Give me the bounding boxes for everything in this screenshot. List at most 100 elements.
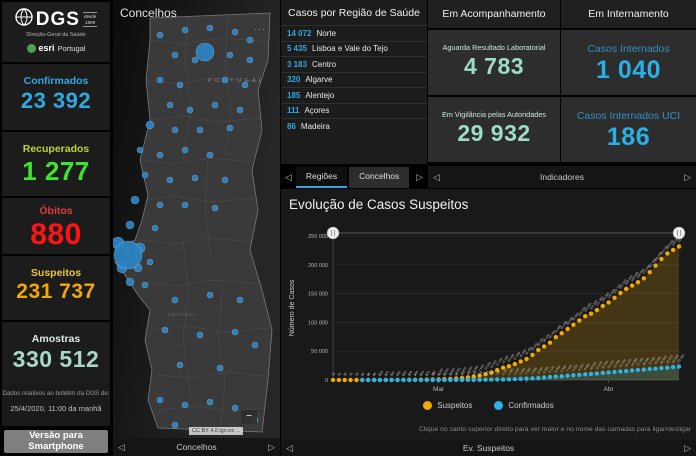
map-case-bubble[interactable] <box>181 401 189 409</box>
map-case-bubble[interactable] <box>125 277 135 287</box>
time-slider-handle[interactable] <box>672 226 686 240</box>
map-case-bubble[interactable] <box>171 51 179 59</box>
map-case-bubble[interactable] <box>226 51 234 59</box>
map-case-bubble[interactable] <box>156 31 164 39</box>
stat-card-suspeitos: Suspeitos 231 737 <box>2 256 110 320</box>
stat-value: 880 <box>30 218 82 251</box>
region-row[interactable]: 5 435 Lisboa e Vale do Tejo <box>281 40 427 57</box>
map-case-bubble[interactable] <box>195 42 215 62</box>
map-case-bubble[interactable] <box>246 56 254 64</box>
chart-prev-arrow-icon[interactable]: ◁ <box>286 442 293 453</box>
map-case-bubble[interactable] <box>136 146 144 154</box>
map-case-bubble[interactable] <box>156 396 164 404</box>
svg-text:0: 0 <box>372 373 376 377</box>
map-case-bubble[interactable] <box>176 81 184 89</box>
region-row[interactable]: 3 183 Centro <box>281 56 427 72</box>
map-case-bubble[interactable] <box>181 201 189 209</box>
svg-text:21 380: 21 380 <box>501 354 510 364</box>
map-case-bubble[interactable] <box>113 240 143 270</box>
region-row[interactable]: 320 Algarve <box>281 71 427 88</box>
map-zoom-out-button[interactable]: − <box>241 410 257 424</box>
map-case-bubble[interactable] <box>145 120 155 130</box>
map-case-bubble[interactable] <box>196 126 204 134</box>
indicators-prev-arrow-icon[interactable]: ◁ <box>433 171 440 182</box>
map-overflow-button[interactable]: ··· <box>254 24 266 34</box>
map-case-bubble[interactable] <box>151 224 159 232</box>
region-row[interactable]: 14 072 Norte <box>281 25 427 41</box>
map-case-bubble[interactable] <box>156 201 164 209</box>
regions-next-arrow-icon[interactable]: ▷ <box>416 172 423 182</box>
map-case-bubble[interactable] <box>166 176 174 184</box>
svg-text:13: 13 <box>431 371 436 376</box>
map-case-bubble[interactable] <box>171 296 179 304</box>
map-case-bubble[interactable] <box>146 258 154 266</box>
svg-text:41: 41 <box>448 371 453 376</box>
legend-item-suspeitos[interactable]: Suspeitos <box>423 401 472 410</box>
indicators-next-arrow-icon[interactable]: ▷ <box>684 171 691 182</box>
map-case-bubble[interactable] <box>161 326 169 334</box>
map-case-bubble[interactable] <box>226 124 234 132</box>
map-case-bubble[interactable] <box>231 28 239 36</box>
map-case-bubble[interactable] <box>236 296 244 304</box>
svg-text:121 300: 121 300 <box>595 295 605 306</box>
map-case-bubble[interactable] <box>171 126 179 134</box>
legend-dot-icon <box>494 401 504 410</box>
map-case-bubble[interactable] <box>156 151 164 159</box>
map-case-bubble[interactable] <box>221 176 229 184</box>
map-case-bubble[interactable] <box>206 291 214 299</box>
map-canvas[interactable]: P O R T U G A L S E T Ú B A L <box>113 0 280 438</box>
map-case-bubble[interactable] <box>211 204 219 212</box>
map-case-bubble[interactable] <box>141 281 149 289</box>
map-case-bubble[interactable] <box>171 421 179 429</box>
map-case-bubble[interactable] <box>141 171 149 179</box>
map-case-bubble[interactable] <box>251 341 259 349</box>
map-case-bubble[interactable] <box>166 101 174 109</box>
map-case-bubble[interactable] <box>196 331 204 339</box>
svg-text:169 800: 169 800 <box>636 267 646 278</box>
map-case-bubble[interactable] <box>231 404 239 412</box>
map-case-bubble[interactable] <box>176 361 184 369</box>
region-row[interactable]: 185 Alentejo <box>281 87 427 103</box>
region-value: 14 072 <box>287 28 312 38</box>
map-case-bubble[interactable] <box>206 24 214 32</box>
map-case-bubble[interactable] <box>186 106 194 114</box>
chart-next-arrow-icon[interactable]: ▷ <box>684 442 691 453</box>
legend-item-confirmados[interactable]: Confirmados <box>494 401 554 410</box>
region-value: 5 435 <box>287 44 308 54</box>
svg-text:30: 30 <box>442 371 447 376</box>
svg-text:785: 785 <box>495 369 501 376</box>
map-case-bubble[interactable] <box>181 26 189 34</box>
map-case-bubble[interactable] <box>231 328 239 336</box>
map-case-bubble[interactable] <box>125 220 135 230</box>
indicator-card: Casos Internados UCI 186 <box>561 97 696 162</box>
smartphone-version-button[interactable]: Versão para Smartphone <box>4 430 108 453</box>
svg-text:150 000: 150 000 <box>308 292 328 298</box>
map-case-bubble[interactable] <box>191 174 199 182</box>
svg-text:115 100: 115 100 <box>589 299 599 310</box>
region-row[interactable]: 111 Açores <box>281 102 427 119</box>
regions-prev-arrow-icon[interactable]: ◁ <box>285 172 292 182</box>
tab-regiões[interactable]: Regiões <box>295 167 348 188</box>
map-case-bubble[interactable] <box>211 101 219 109</box>
svg-text:3 400: 3 400 <box>460 366 468 375</box>
map-case-bubble[interactable] <box>181 146 189 154</box>
region-row[interactable]: 86 Madeira <box>281 118 427 134</box>
map-prev-arrow-icon[interactable]: ◁ <box>118 441 125 452</box>
map-case-bubble[interactable] <box>130 195 140 205</box>
map-next-arrow-icon[interactable]: ▷ <box>268 441 275 452</box>
time-slider-handle[interactable] <box>326 226 340 240</box>
map-case-bubble[interactable] <box>216 364 224 372</box>
tab-concelhos[interactable]: Concelhos <box>349 167 410 188</box>
map-case-bubble[interactable] <box>246 36 254 44</box>
svg-text:52 000: 52 000 <box>536 337 545 347</box>
map-case-bubble[interactable] <box>241 81 249 89</box>
map-case-bubble[interactable] <box>191 56 199 64</box>
region-name: Lisboa e Vale do Tejo <box>312 44 388 54</box>
map-case-bubble[interactable] <box>206 398 214 406</box>
map-case-bubble[interactable] <box>156 76 164 84</box>
map-case-bubble[interactable] <box>221 76 229 84</box>
map-case-bubble[interactable] <box>236 106 244 114</box>
svg-text:11 278: 11 278 <box>595 360 604 370</box>
map-case-bubble[interactable] <box>206 151 214 159</box>
